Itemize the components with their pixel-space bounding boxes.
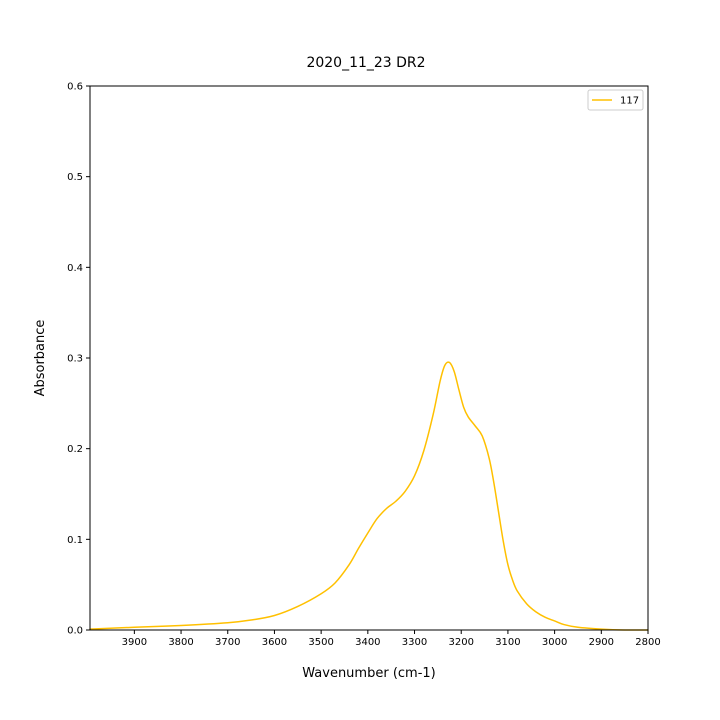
- legend-box: [587, 89, 644, 111]
- y-tick-label: 0.5: [67, 172, 83, 183]
- x-tick-label: 2800: [635, 637, 660, 648]
- chart-title: 2020_11_23 DR2: [306, 55, 425, 71]
- y-axis-ticks: 0.0 0.1 0.2 0.3 0.4 0.5 0.6: [67, 82, 90, 637]
- x-tick-label: 3300: [402, 637, 427, 648]
- x-tick-label: 3500: [308, 637, 333, 648]
- x-tick-label: 3700: [215, 637, 240, 648]
- x-tick-label: 2900: [589, 637, 614, 648]
- x-tick-label: 3000: [542, 637, 567, 648]
- x-tick-label: 3600: [262, 637, 287, 648]
- y-tick-label: 0.2: [67, 444, 83, 455]
- y-tick-label: 0.1: [67, 535, 83, 546]
- plot-area: 3900 3800 3700 3600 3500 3400 3300 3200 3100 3000…: [67, 82, 661, 649]
- x-tick-label: 3200: [448, 637, 473, 648]
- y-axis-label: Absorbance: [33, 320, 48, 397]
- series-line-1: [89, 361, 649, 631]
- x-tick-label: 3100: [495, 637, 520, 648]
- x-axis-label: Wavenumber (cm-1): [302, 666, 435, 681]
- legend: 117: [587, 89, 644, 111]
- x-tick-label: 3400: [355, 637, 380, 648]
- series-layer: [89, 361, 649, 631]
- legend-label-series-1: 117: [620, 96, 639, 107]
- x-tick-label: 3900: [122, 637, 147, 648]
- y-tick-label: 0.6: [67, 82, 83, 93]
- x-axis-ticks: 3900 3800 3700 3600 3500 3400 3300 3200 3100 3000…: [122, 630, 661, 648]
- y-tick-label: 0.4: [67, 263, 83, 274]
- y-tick-label: 0.0: [67, 626, 83, 637]
- y-tick-label: 0.3: [67, 354, 83, 365]
- x-tick-label: 3800: [168, 637, 193, 648]
